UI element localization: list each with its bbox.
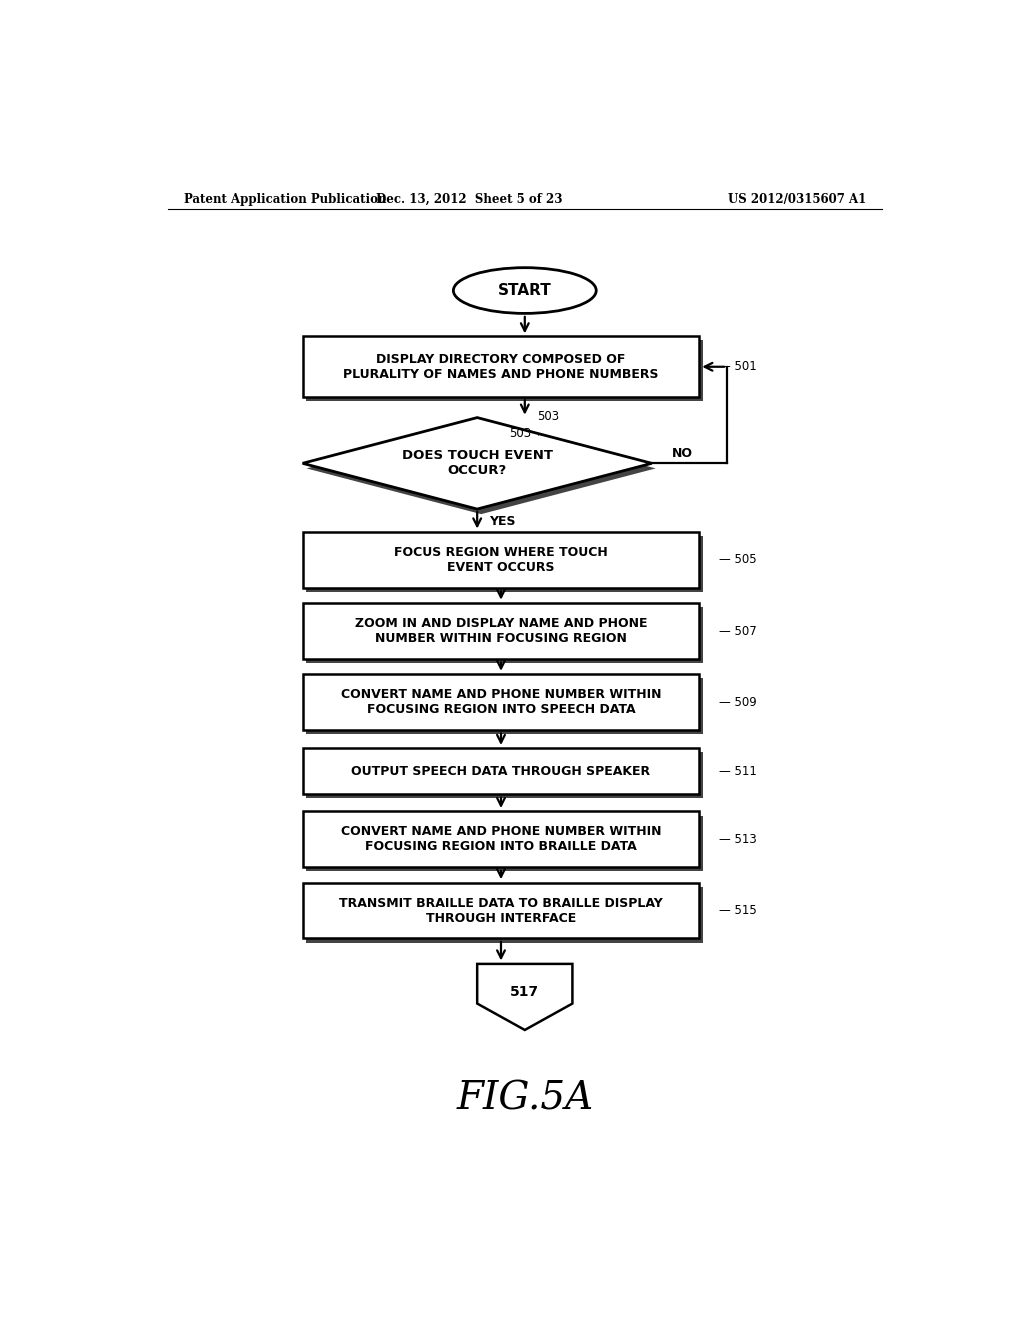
Text: US 2012/0315607 A1: US 2012/0315607 A1 (728, 193, 866, 206)
Text: 503: 503 (537, 409, 559, 422)
Text: CONVERT NAME AND PHONE NUMBER WITHIN
FOCUSING REGION INTO BRAILLE DATA: CONVERT NAME AND PHONE NUMBER WITHIN FOC… (341, 825, 662, 854)
Text: ZOOM IN AND DISPLAY NAME AND PHONE
NUMBER WITHIN FOCUSING REGION: ZOOM IN AND DISPLAY NAME AND PHONE NUMBE… (354, 616, 647, 645)
Text: — 505: — 505 (719, 553, 757, 566)
Bar (303, 337, 699, 397)
Bar (306, 887, 702, 942)
Polygon shape (306, 422, 655, 515)
Text: FOCUS REGION WHERE TOUCH
EVENT OCCURS: FOCUS REGION WHERE TOUCH EVENT OCCURS (394, 546, 608, 574)
Text: NO: NO (672, 446, 692, 459)
Text: TRANSMIT BRAILLE DATA TO BRAILLE DISPLAY
THROUGH INTERFACE: TRANSMIT BRAILLE DATA TO BRAILLE DISPLAY… (339, 896, 663, 924)
Ellipse shape (454, 268, 596, 313)
Bar (303, 603, 699, 659)
Text: — 501: — 501 (719, 360, 757, 374)
Bar (306, 678, 702, 734)
Polygon shape (477, 964, 572, 1030)
Bar (303, 532, 699, 587)
Text: — 513: — 513 (719, 833, 757, 846)
Text: — 515: — 515 (719, 904, 757, 917)
Text: DISPLAY DIRECTORY COMPOSED OF
PLURALITY OF NAMES AND PHONE NUMBERS: DISPLAY DIRECTORY COMPOSED OF PLURALITY … (343, 352, 658, 380)
Bar (306, 341, 702, 401)
Text: — 507: — 507 (719, 624, 757, 638)
Polygon shape (303, 417, 652, 510)
Text: — 509: — 509 (719, 696, 757, 709)
Bar (306, 752, 702, 799)
Text: DOES TOUCH EVENT
OCCUR?: DOES TOUCH EVENT OCCUR? (401, 449, 553, 478)
Text: — 511: — 511 (719, 764, 757, 777)
Text: 503: 503 (509, 428, 531, 440)
Bar (306, 536, 702, 591)
Text: FIG.5A: FIG.5A (456, 1080, 594, 1117)
Text: START: START (498, 282, 552, 298)
Bar (306, 816, 702, 871)
Bar (303, 748, 699, 795)
Text: 517: 517 (510, 985, 540, 999)
Bar (303, 812, 699, 867)
Text: ~: ~ (537, 430, 546, 441)
Bar (303, 883, 699, 939)
Text: OUTPUT SPEECH DATA THROUGH SPEAKER: OUTPUT SPEECH DATA THROUGH SPEAKER (351, 764, 650, 777)
Text: CONVERT NAME AND PHONE NUMBER WITHIN
FOCUSING REGION INTO SPEECH DATA: CONVERT NAME AND PHONE NUMBER WITHIN FOC… (341, 688, 662, 717)
Text: Patent Application Publication: Patent Application Publication (183, 193, 386, 206)
Text: YES: YES (489, 515, 516, 528)
Bar (303, 675, 699, 730)
Text: Dec. 13, 2012  Sheet 5 of 23: Dec. 13, 2012 Sheet 5 of 23 (376, 193, 562, 206)
Bar (306, 607, 702, 663)
